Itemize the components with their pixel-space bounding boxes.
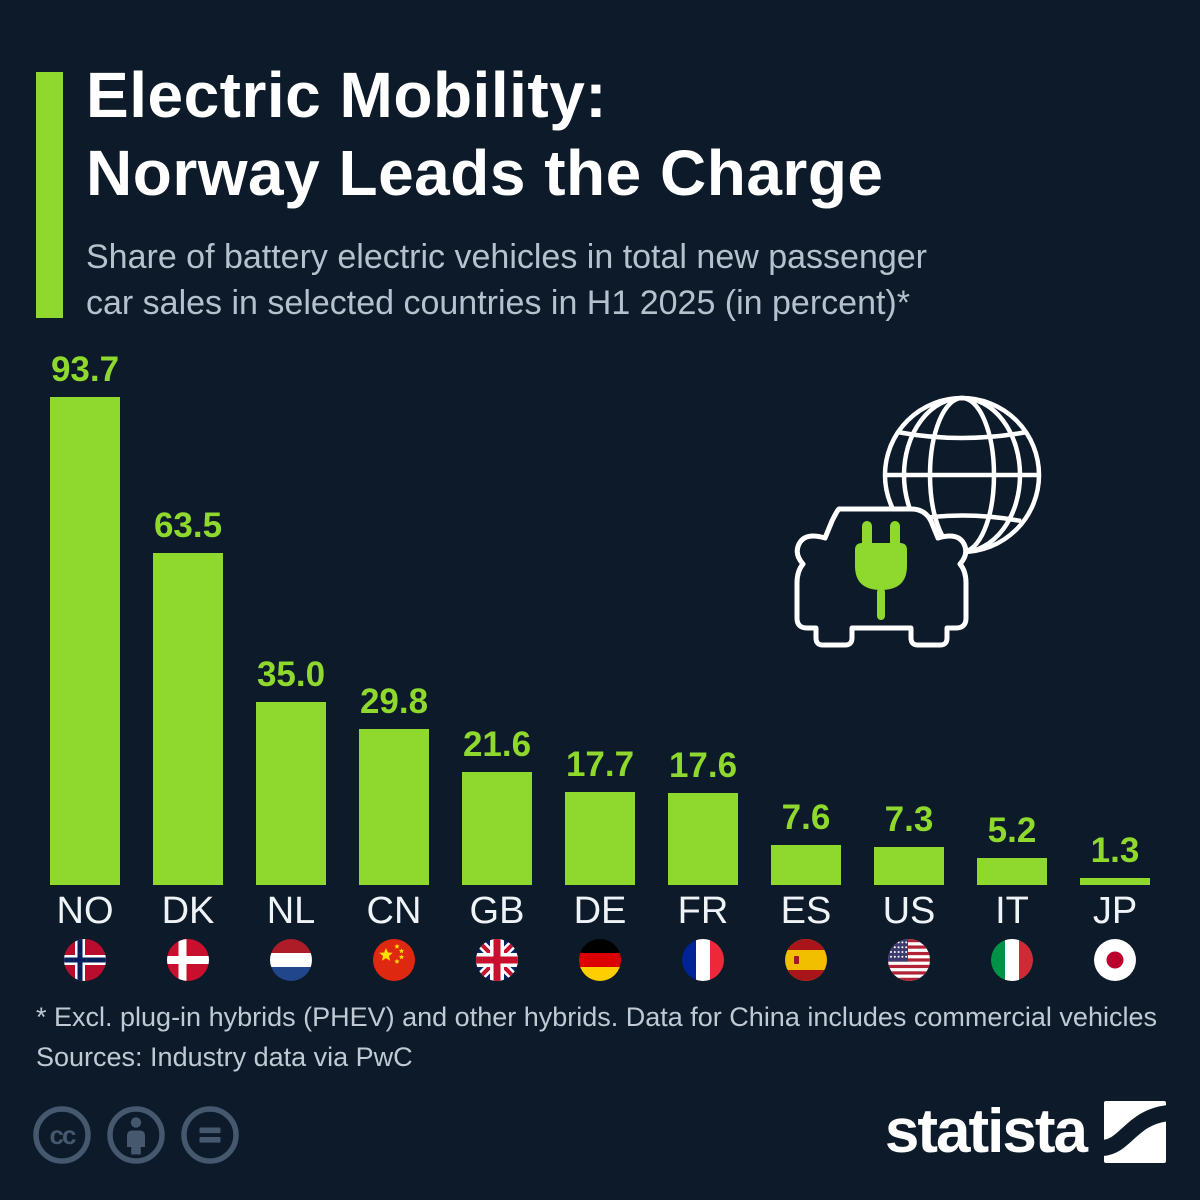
bar-value-label: 63.5 — [153, 505, 223, 545]
flag-spain-icon — [785, 939, 827, 981]
bar-column-es: 7.6 ES — [755, 350, 857, 981]
country-code-label: NO — [56, 889, 114, 932]
bar-no — [50, 397, 120, 886]
cc-nd-equals-icon — [181, 1106, 239, 1164]
bar-us — [874, 846, 944, 885]
flag-china-icon — [373, 939, 415, 981]
flag-germany-icon — [579, 939, 621, 981]
bar-cn — [359, 729, 429, 885]
title-line-1: Electric Mobility: — [86, 59, 608, 131]
bar-column-cn: 29.8 CN — [343, 350, 445, 981]
bar-value-label: 7.6 — [781, 798, 831, 838]
flag-netherlands-icon — [270, 939, 312, 981]
ev-car-globe-icon — [794, 395, 1042, 648]
bar-column-us: 7.3 US — [858, 350, 960, 981]
bar-value-label: 17.7 — [565, 745, 635, 785]
cc-icon: cc — [33, 1106, 91, 1164]
country-code-label: DE — [573, 889, 627, 932]
bar-column-gb: 21.6 GB — [446, 350, 548, 981]
bar-value-label: 5.2 — [987, 810, 1037, 850]
bar-nl — [256, 702, 326, 885]
bar-fr — [668, 793, 738, 885]
country-code-label: NL — [266, 889, 316, 932]
flag-italy-icon — [991, 939, 1033, 981]
bar-column-dk: 63.5 DK — [137, 350, 239, 981]
bar-value-label: 1.3 — [1090, 831, 1140, 871]
bar-value-label: 7.3 — [884, 799, 934, 839]
bar-it — [977, 857, 1047, 885]
flag-norway-icon — [64, 939, 106, 981]
bar-chart: 93.7 NO 63.5 DK 35.0 NL 29.8 CN 21.6 GB 17.7 DE 17.6… — [34, 350, 1166, 981]
country-code-label: IT — [995, 889, 1029, 932]
bar-de — [565, 792, 635, 885]
bar-gb — [462, 772, 532, 885]
country-code-label: FR — [677, 889, 729, 932]
car-icon — [794, 506, 969, 648]
bar-column-it: 5.2 IT — [961, 350, 1063, 981]
country-code-label: CN — [366, 889, 422, 932]
page-title: Electric Mobility: Norway Leads the Char… — [86, 56, 884, 212]
bar-value-label: 17.6 — [668, 746, 738, 785]
chart-subtitle: Share of battery electric vehicles in to… — [86, 234, 927, 326]
bar-column-jp: 1.3 JP — [1064, 350, 1166, 981]
bar-column-nl: 35.0 NL — [240, 350, 342, 981]
subtitle-line-1: Share of battery electric vehicles in to… — [86, 238, 928, 276]
flag-united-kingdom-icon — [476, 939, 518, 981]
bar-dk — [153, 552, 223, 885]
country-code-label: DK — [161, 889, 215, 932]
flag-united-states-icon — [888, 939, 930, 981]
svg-text:cc: cc — [50, 1120, 76, 1150]
bar-value-label: 35.0 — [256, 655, 326, 694]
bar-es — [771, 845, 841, 885]
title-line-2: Norway Leads the Charge — [86, 137, 884, 209]
country-code-label: JP — [1092, 889, 1138, 932]
bar-column-fr: 17.6 FR — [652, 350, 754, 981]
flag-japan-icon — [1094, 939, 1136, 981]
statista-logo: statista — [885, 1096, 1166, 1168]
country-code-label: US — [882, 889, 936, 932]
country-code-label: GB — [469, 889, 525, 932]
statista-wordmark: statista — [884, 1097, 1088, 1166]
title-accent-bar — [36, 72, 63, 318]
cc-license-icons: cc — [32, 1105, 240, 1165]
footnote: * Excl. plug-in hybrids (PHEV) and other… — [36, 1002, 1157, 1032]
bar-column-de: 17.7 DE — [549, 350, 651, 981]
statista-logo-mark-icon — [1104, 1101, 1166, 1163]
bar-value-label: 29.8 — [359, 682, 429, 722]
flag-denmark-icon — [167, 939, 209, 981]
sources-line: Sources: Industry data via PwC — [36, 1042, 413, 1072]
flag-france-icon — [682, 939, 724, 981]
country-code-label: ES — [780, 889, 832, 932]
plug-icon — [855, 521, 907, 620]
bar-value-label: 93.7 — [50, 350, 120, 389]
subtitle-line-2: car sales in selected countries in H1 20… — [86, 284, 910, 322]
bar-value-label: 21.6 — [462, 725, 532, 764]
bar-jp — [1080, 878, 1150, 885]
cc-by-person-icon — [107, 1106, 165, 1164]
bar-column-no: 93.7 NO — [34, 350, 136, 981]
